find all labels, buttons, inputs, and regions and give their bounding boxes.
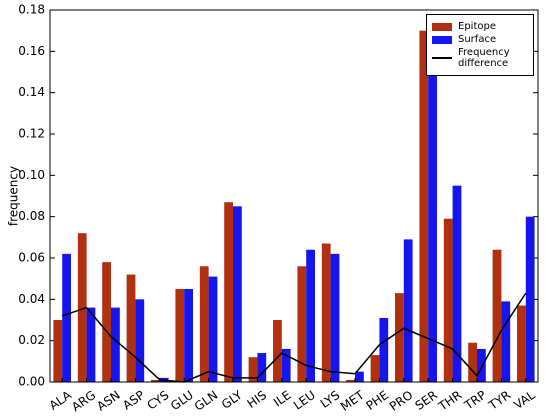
x-tick-label: CYS xyxy=(145,388,172,413)
x-tick-label: SER xyxy=(413,388,440,413)
x-tick-label: GLN xyxy=(192,388,220,414)
x-tick-label: TRP xyxy=(461,388,489,413)
y-tick-label: 0.06 xyxy=(18,251,45,265)
y-tick-label: 0.10 xyxy=(18,168,45,182)
bar xyxy=(233,206,242,382)
bar xyxy=(428,74,437,383)
x-tick-label: PHE xyxy=(364,388,392,413)
x-tick-label: THR xyxy=(435,388,464,414)
bar xyxy=(224,202,233,382)
bar xyxy=(208,276,218,382)
bar xyxy=(62,253,71,382)
bar xyxy=(330,253,340,382)
bar xyxy=(151,379,160,382)
bar xyxy=(525,216,535,382)
x-tick-label: LYS xyxy=(318,388,342,411)
bar xyxy=(273,320,282,382)
legend-swatch xyxy=(432,35,452,44)
bar xyxy=(86,307,96,382)
bar xyxy=(419,30,429,383)
legend-label: Frequency difference xyxy=(458,47,510,69)
bar xyxy=(111,307,120,382)
bar xyxy=(468,342,477,382)
x-tick-label: GLU xyxy=(168,388,196,413)
legend-swatch xyxy=(432,22,452,31)
y-tick-label: 0.04 xyxy=(18,292,45,306)
bar xyxy=(199,266,209,382)
bar xyxy=(53,320,63,382)
bar xyxy=(477,348,486,382)
x-tick-label: ASN xyxy=(94,388,122,414)
x-tick-label: VAL xyxy=(511,388,538,412)
bar xyxy=(281,348,291,382)
y-tick-label: 0.12 xyxy=(18,127,45,141)
bar xyxy=(346,379,355,382)
y-tick-label: 0.16 xyxy=(18,44,45,58)
legend-label: Surface xyxy=(458,34,497,45)
legend-entry: Frequency difference xyxy=(432,47,528,69)
y-tick-label: 0.18 xyxy=(18,3,45,17)
bar xyxy=(379,317,389,382)
bar xyxy=(102,262,111,382)
bar xyxy=(126,274,136,382)
y-tick-label: 0.02 xyxy=(18,333,45,347)
y-tick-label: 0.08 xyxy=(18,209,45,223)
bar xyxy=(517,305,526,382)
legend-entry: Epitope xyxy=(432,21,528,32)
legend-swatch xyxy=(432,57,452,59)
x-tick-label: GLY xyxy=(219,387,245,411)
bar xyxy=(403,239,413,382)
legend-label: Epitope xyxy=(458,21,496,32)
x-tick-label: ILE xyxy=(271,388,294,410)
legend: Epitope Surface Frequency difference xyxy=(426,14,534,76)
bar xyxy=(355,371,364,382)
bar xyxy=(306,249,315,382)
bar xyxy=(443,218,453,382)
y-axis-label: frequency xyxy=(7,166,21,226)
legend-entry: Surface xyxy=(432,34,528,45)
bar xyxy=(175,289,185,382)
difference-line xyxy=(61,292,527,383)
y-tick-label: 0.00 xyxy=(18,375,45,389)
y-tick-label: 0.14 xyxy=(18,85,45,99)
x-tick-label: MET xyxy=(338,387,367,413)
bar xyxy=(297,266,307,382)
bar xyxy=(184,289,193,382)
x-tick-label: PRO xyxy=(387,388,416,414)
bar xyxy=(257,353,267,382)
x-tick-label: LEU xyxy=(291,388,318,413)
bar xyxy=(135,299,145,382)
bar xyxy=(452,185,462,382)
bar xyxy=(248,357,258,382)
bar xyxy=(321,243,331,382)
x-tick-label: TYR xyxy=(485,388,513,413)
x-tick-label: ARG xyxy=(69,388,98,414)
bar xyxy=(492,249,502,382)
bar xyxy=(395,293,404,382)
bar xyxy=(77,233,87,382)
x-tick-label: ALA xyxy=(47,387,75,412)
bar xyxy=(501,301,511,382)
bar xyxy=(370,355,380,382)
plot-frame xyxy=(49,9,539,383)
x-tick-label: ASP xyxy=(120,388,147,413)
x-tick-label: HIS xyxy=(245,388,270,411)
